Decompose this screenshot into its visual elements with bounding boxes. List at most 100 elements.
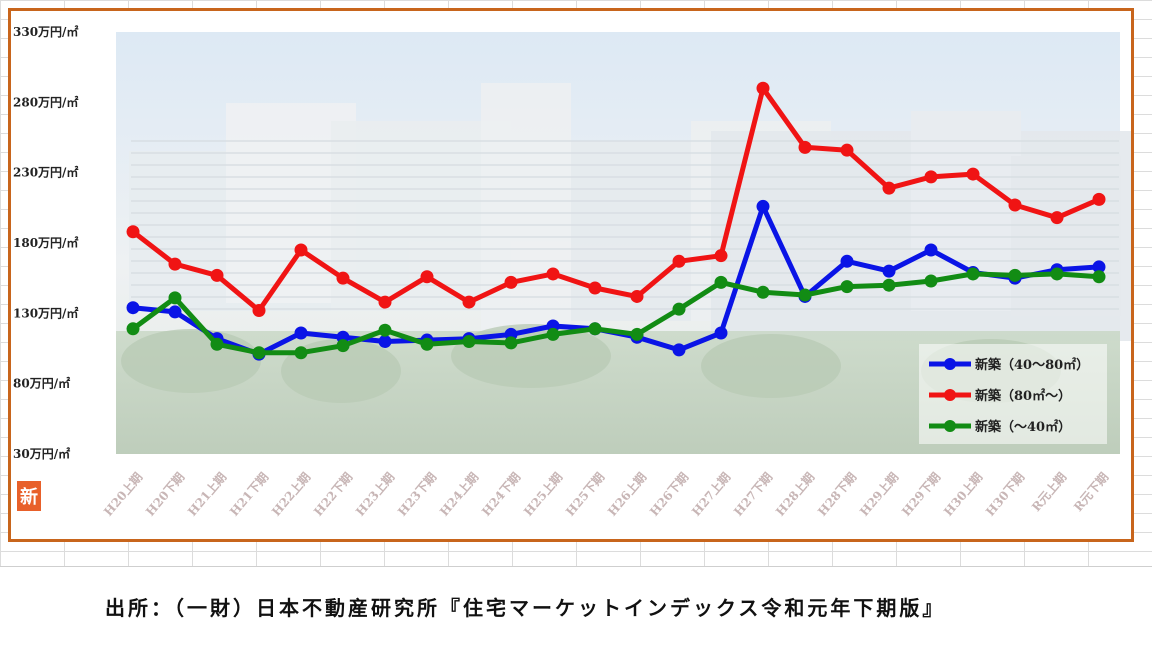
data-point <box>462 334 476 348</box>
data-point <box>1008 198 1022 212</box>
data-point <box>462 295 476 309</box>
x-tick-label: H20上期 <box>100 469 145 519</box>
data-point <box>546 267 560 281</box>
y-tick-label: 330万円/㎡ <box>13 24 78 39</box>
chart-frame: 330万円/㎡ 280万円/㎡ 230万円/㎡ 180万円/㎡ 130万円/㎡ 80万円/… <box>8 8 1134 542</box>
x-tick-label: H23上期 <box>352 469 397 519</box>
x-tick-label: H25下期 <box>562 469 607 519</box>
footer-band <box>0 566 1152 649</box>
x-tick-label: H27下期 <box>730 469 775 519</box>
data-point <box>966 167 980 181</box>
data-point <box>882 264 896 278</box>
series-line <box>130 85 1102 313</box>
source-note: 出所：（一財）日本不動産研究所『住宅マーケットインデックス令和元年下期版』 <box>105 596 946 620</box>
data-point <box>798 288 812 302</box>
data-point <box>378 334 392 348</box>
x-tick-label: H28上期 <box>772 469 817 519</box>
data-point <box>672 302 686 316</box>
data-point <box>630 289 644 303</box>
y-axis: 330万円/㎡ 280万円/㎡ 230万円/㎡ 180万円/㎡ 130万円/㎡ 80万円/… <box>13 24 78 461</box>
data-point <box>504 275 518 289</box>
data-point <box>882 278 896 292</box>
x-tick-label: R元下期 <box>1070 469 1111 514</box>
logo-icon: 新 <box>17 481 41 511</box>
legend: 新築（40～80㎡） 新築（80㎡～） 新築（～40㎡） <box>919 344 1107 444</box>
data-point <box>294 243 308 257</box>
data-point <box>798 140 812 154</box>
data-point <box>672 254 686 268</box>
legend-label: 新築（80㎡～） <box>975 388 1071 404</box>
x-tick-label: H20下期 <box>142 469 187 519</box>
x-tick-label: H23下期 <box>394 469 439 519</box>
x-axis: H20上期H20下期H21上期H21下期H22上期H22下期H23上期H23下期… <box>100 469 1111 519</box>
x-tick-label: H29下期 <box>898 469 943 519</box>
x-tick-label: H21下期 <box>226 469 271 519</box>
tree <box>121 329 261 393</box>
line-chart: 330万円/㎡ 280万円/㎡ 230万円/㎡ 180万円/㎡ 130万円/㎡ 80万円/… <box>13 24 1131 519</box>
legend-marker <box>944 420 956 432</box>
tree <box>281 339 401 403</box>
data-point <box>1050 267 1064 281</box>
x-tick-label: H29上期 <box>856 469 901 519</box>
data-point <box>714 249 728 263</box>
y-tick-label: 130万円/㎡ <box>13 305 78 320</box>
series-line <box>130 271 1102 356</box>
x-tick-label: R元上期 <box>1028 469 1069 514</box>
y-tick-label: 80万円/㎡ <box>13 376 70 391</box>
building <box>481 83 571 333</box>
data-point <box>294 326 308 340</box>
data-point <box>924 170 938 184</box>
x-tick-label: H25上期 <box>520 469 565 519</box>
data-point <box>756 81 770 95</box>
x-tick-label: H26上期 <box>604 469 649 519</box>
data-point <box>630 327 644 341</box>
y-tick-label: 180万円/㎡ <box>13 235 78 250</box>
y-tick-label: 230万円/㎡ <box>13 165 78 180</box>
data-point <box>840 143 854 157</box>
data-point <box>1008 268 1022 282</box>
data-point <box>966 267 980 281</box>
data-point <box>126 301 140 315</box>
data-point <box>840 254 854 268</box>
data-point <box>756 199 770 213</box>
data-point <box>252 304 266 318</box>
data-point <box>378 295 392 309</box>
data-point <box>168 257 182 271</box>
tree <box>701 334 841 398</box>
y-tick-label: 30万円/㎡ <box>13 446 70 461</box>
data-point <box>882 181 896 195</box>
legend-marker <box>944 358 956 370</box>
data-point <box>420 337 434 351</box>
data-point <box>588 281 602 295</box>
data-point <box>252 346 266 360</box>
data-point <box>336 271 350 285</box>
data-point <box>294 346 308 360</box>
data-point <box>672 343 686 357</box>
data-point <box>840 280 854 294</box>
data-point <box>924 243 938 257</box>
x-tick-label: H21上期 <box>184 469 229 519</box>
data-point <box>210 268 224 282</box>
x-tick-label: H26下期 <box>646 469 691 519</box>
x-tick-label: H22上期 <box>268 469 313 519</box>
data-point <box>1092 260 1106 274</box>
data-point <box>756 285 770 299</box>
x-tick-label: H28下期 <box>814 469 859 519</box>
legend-marker <box>944 389 956 401</box>
data-point <box>336 339 350 353</box>
y-tick-label: 280万円/㎡ <box>13 94 78 109</box>
data-point <box>378 323 392 337</box>
data-point <box>1092 192 1106 206</box>
data-point <box>546 327 560 341</box>
data-point <box>420 270 434 284</box>
tree <box>451 324 611 388</box>
data-point <box>168 305 182 319</box>
legend-label: 新築（～40㎡） <box>975 419 1071 435</box>
data-point <box>1050 211 1064 225</box>
data-point <box>168 291 182 305</box>
data-point <box>714 275 728 289</box>
data-point <box>126 322 140 336</box>
x-tick-label: H30下期 <box>982 469 1027 519</box>
data-point <box>126 225 140 239</box>
x-tick-label: H30上期 <box>940 469 985 519</box>
